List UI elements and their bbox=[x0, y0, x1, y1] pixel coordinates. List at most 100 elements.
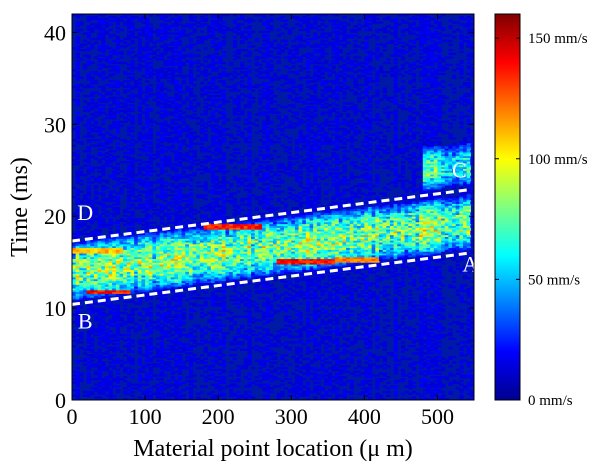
heatmap-cell bbox=[137, 328, 143, 331]
heatmap-cell bbox=[156, 245, 161, 249]
heatmap-cell bbox=[214, 243, 219, 247]
heatmap-plot bbox=[72, 14, 474, 400]
heatmap-cell bbox=[137, 238, 143, 241]
heatmap-cell bbox=[90, 241, 95, 245]
heatmap-cell bbox=[203, 247, 208, 250]
heatmap-cell bbox=[218, 43, 223, 46]
heatmap-cell bbox=[177, 315, 183, 318]
heatmap-cell bbox=[108, 254, 113, 258]
heatmap-cell bbox=[90, 243, 95, 247]
heatmap-cell bbox=[181, 175, 186, 179]
heatmap-cell bbox=[130, 21, 135, 24]
heatmap-cell bbox=[101, 368, 106, 372]
heatmap-cell bbox=[126, 126, 132, 129]
heatmap-cell bbox=[86, 28, 91, 32]
heatmap-cell bbox=[163, 262, 168, 265]
heatmap-cell bbox=[156, 91, 161, 94]
heatmap-cell bbox=[90, 387, 95, 390]
heatmap-cell bbox=[174, 218, 179, 221]
heatmap-cell bbox=[152, 267, 157, 271]
heatmap-cell bbox=[123, 240, 128, 243]
heatmap-cell bbox=[119, 120, 124, 124]
heatmap-cell bbox=[199, 216, 205, 219]
heatmap-cell bbox=[134, 302, 139, 306]
heatmap-cell bbox=[145, 45, 150, 48]
heatmap-cell bbox=[152, 263, 157, 267]
heatmap-cell bbox=[210, 251, 216, 254]
heatmap-cell bbox=[145, 293, 150, 296]
heatmap-cell bbox=[159, 335, 164, 339]
heatmap-cell bbox=[177, 335, 183, 339]
heatmap-cell bbox=[159, 45, 164, 48]
heatmap-cell bbox=[177, 376, 183, 379]
heatmap-cell bbox=[75, 45, 80, 48]
heatmap-cell bbox=[145, 131, 150, 135]
heatmap-cell bbox=[123, 41, 128, 45]
heatmap-cell bbox=[181, 245, 186, 249]
heatmap-cell bbox=[167, 361, 172, 364]
heatmap-cell bbox=[86, 83, 91, 87]
heatmap-cell bbox=[145, 271, 150, 274]
heatmap-cell bbox=[108, 243, 113, 247]
heatmap-cell bbox=[119, 297, 124, 300]
heatmap-cell bbox=[115, 262, 121, 265]
heatmap-cell bbox=[145, 118, 150, 122]
heatmap-cell bbox=[141, 343, 146, 346]
heatmap-cell bbox=[82, 322, 88, 326]
heatmap-cell bbox=[221, 232, 227, 236]
heatmap-cell bbox=[86, 102, 91, 105]
heatmap-cell bbox=[188, 208, 194, 212]
heatmap-cell bbox=[123, 267, 128, 271]
heatmap-cell bbox=[167, 69, 172, 72]
heatmap-cell bbox=[177, 91, 183, 94]
heatmap-cell bbox=[137, 115, 143, 118]
heatmap-cell bbox=[152, 221, 157, 225]
heatmap-cell bbox=[159, 54, 164, 57]
heatmap-cell bbox=[152, 98, 157, 101]
heatmap-cell bbox=[174, 267, 179, 271]
heatmap-cell bbox=[86, 19, 91, 22]
heatmap-cell bbox=[104, 304, 110, 307]
heatmap-cell bbox=[137, 19, 143, 22]
heatmap-cell bbox=[218, 376, 223, 379]
heatmap-cell bbox=[210, 45, 216, 48]
heatmap-cell bbox=[72, 370, 77, 374]
heatmap-cell bbox=[119, 82, 124, 85]
heatmap-cell bbox=[159, 137, 164, 140]
heatmap-cell bbox=[210, 58, 216, 61]
heatmap-cell bbox=[188, 293, 194, 296]
heatmap-cell bbox=[75, 381, 80, 385]
heatmap-cell bbox=[159, 286, 164, 289]
heatmap-cell bbox=[134, 254, 139, 258]
heatmap-cell bbox=[225, 286, 230, 289]
heatmap-cell bbox=[214, 234, 219, 238]
heatmap-cell bbox=[177, 319, 183, 322]
heatmap-cell bbox=[72, 394, 77, 397]
heatmap-cell bbox=[218, 240, 223, 243]
heatmap-cell bbox=[232, 322, 238, 326]
heatmap-cell bbox=[86, 331, 91, 335]
heatmap-cell bbox=[218, 157, 223, 160]
heatmap-cell bbox=[112, 308, 117, 311]
heatmap-cell bbox=[163, 113, 168, 116]
heatmap-cell bbox=[221, 122, 227, 125]
heatmap-cell bbox=[174, 111, 179, 114]
heatmap-cell bbox=[108, 256, 113, 260]
heatmap-cell bbox=[203, 159, 208, 162]
heatmap-cell bbox=[177, 192, 183, 195]
heatmap-cell bbox=[207, 218, 212, 221]
heatmap-cell bbox=[112, 284, 117, 287]
heatmap-cell bbox=[101, 23, 106, 26]
heatmap-cell bbox=[79, 170, 84, 173]
heatmap-cell bbox=[192, 247, 197, 250]
heatmap-cell bbox=[174, 129, 179, 133]
heatmap-cell bbox=[181, 127, 186, 131]
heatmap-cell bbox=[221, 300, 227, 304]
heatmap-cell bbox=[210, 87, 216, 90]
heatmap-cell bbox=[207, 297, 212, 300]
heatmap-cell bbox=[148, 267, 153, 271]
heatmap-cell bbox=[90, 116, 95, 120]
heatmap-cell bbox=[156, 383, 161, 386]
heatmap-cell bbox=[101, 260, 106, 263]
heatmap-cell bbox=[225, 232, 230, 236]
